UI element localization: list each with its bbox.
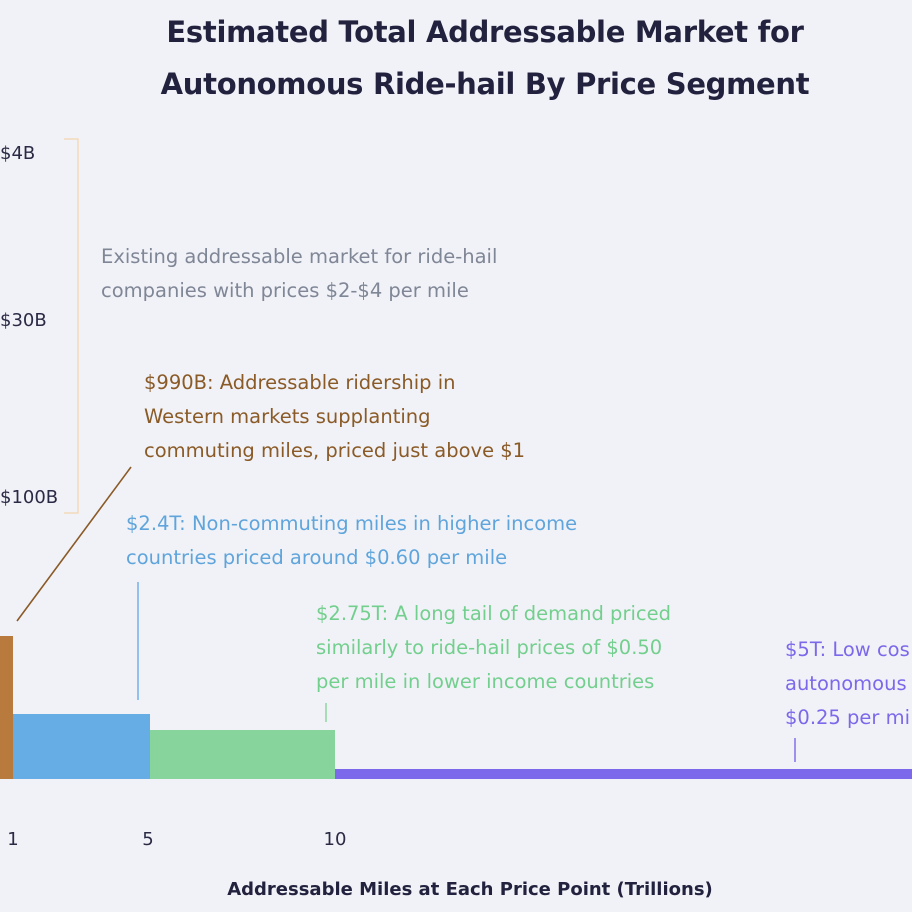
annotation-line: autonomous xyxy=(785,672,907,695)
chart-title-line-1: Estimated Total Addressable Market for xyxy=(166,15,804,49)
chart-title: Estimated Total Addressable Market for A… xyxy=(0,6,912,110)
annotation-line: commuting miles, priced just above $1 xyxy=(144,439,526,462)
annotation-line: $0.25 per mi xyxy=(785,706,911,729)
annotation-segment-2-4t: $2.4T: Non-commuting miles in higher inc… xyxy=(126,507,577,575)
y-tick-label: $30B xyxy=(0,310,47,331)
annotation-line: similarly to ride-hail prices of $0.50 xyxy=(316,636,663,659)
annotation-line: Western markets supplanting xyxy=(144,405,431,428)
bar-segment-4 xyxy=(335,769,912,779)
annotation-line: per mile in lower income countries xyxy=(316,670,655,693)
bar-segment-1 xyxy=(0,636,13,779)
annotation-line: $990B: Addressable ridership in xyxy=(144,371,456,394)
x-tick-label: 5 xyxy=(142,829,154,850)
annotation-line: $2.4T: Non-commuting miles in higher inc… xyxy=(126,512,578,535)
chart-title-line-2: Autonomous Ride-hail By Price Segment xyxy=(160,67,810,101)
annotation-segment-990b: $990B: Addressable ridership in Western … xyxy=(144,366,525,468)
y-tick-label: $4B xyxy=(0,143,36,164)
annotation-line: countries priced around $0.60 per mile xyxy=(126,546,508,569)
x-axis-label: Addressable Miles at Each Price Point (T… xyxy=(227,879,713,900)
bar-segment-3 xyxy=(150,730,335,779)
annotation-line: Existing addressable market for ride-hai… xyxy=(101,245,498,268)
annotation-segment-2-75t: $2.75T: A long tail of demand priced sim… xyxy=(316,597,671,699)
x-tick-label: 1 xyxy=(7,829,19,850)
existing-market-bracket xyxy=(64,138,79,514)
annotation-leader-line-1 xyxy=(16,466,132,622)
annotation-line: $5T: Low cos xyxy=(785,638,910,661)
y-tick-label: $100B xyxy=(0,487,59,508)
bar-segment-2 xyxy=(13,714,150,779)
annotation-segment-5t: $5T: Low cos autonomous $0.25 per mi xyxy=(785,633,910,735)
annotation-line: companies with prices $2-$4 per mile xyxy=(101,279,469,302)
x-tick-label: 10 xyxy=(323,829,347,850)
annotation-existing-market: Existing addressable market for ride-hai… xyxy=(101,240,497,308)
annotation-line: $2.75T: A long tail of demand priced xyxy=(316,602,671,625)
